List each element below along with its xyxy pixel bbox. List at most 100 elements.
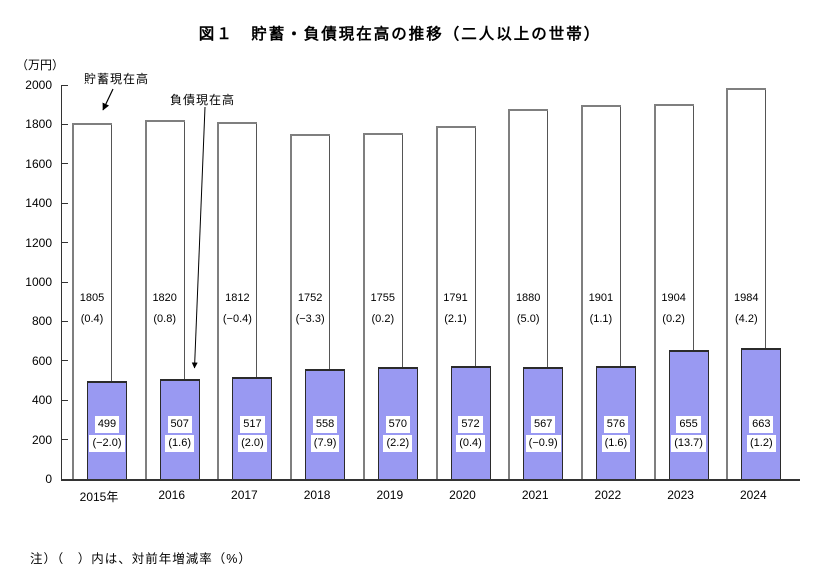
y-tick-mark	[62, 281, 68, 283]
savings-value-label: 1752 (−3.3)	[290, 288, 330, 330]
liabilities-value: 576	[603, 416, 629, 433]
y-tick-label: 1600	[25, 156, 52, 171]
liabilities-value-label: 499 (−2.0)	[82, 416, 132, 452]
savings-value-label: 1812 (−0.4)	[217, 288, 257, 330]
y-axis-unit-label: （万円）	[16, 58, 65, 72]
y-tick-mark	[62, 360, 68, 362]
liabilities-value-label: 570 (2.2)	[373, 416, 423, 452]
savings-value-label: 1820 (0.8)	[145, 288, 185, 330]
chart-title: 図１ 貯蓄・負債現在高の推移（二人以上の世帯）	[198, 26, 602, 43]
y-tick-label: 800	[31, 314, 52, 329]
liabilities-value: 572	[458, 416, 483, 433]
savings-change-rate: (0.8)	[153, 313, 176, 325]
liabilities-change-rate: (−2.0)	[89, 435, 125, 452]
y-tick-mark	[62, 242, 68, 244]
savings-value-label: 1904 (0.2)	[654, 288, 694, 330]
savings-value: 1812	[225, 292, 250, 304]
x-axis-label: 2019	[376, 488, 404, 502]
savings-value-label: 1805 (0.4)	[72, 288, 112, 330]
y-tick-mark	[62, 84, 68, 86]
liabilities-change-rate: (1.6)	[165, 435, 194, 452]
savings-value: 1820	[152, 292, 177, 304]
liabilities-change-rate: (1.2)	[746, 435, 776, 452]
liabilities-value-label: 572 (0.4)	[446, 416, 496, 452]
savings-value: 1791	[443, 292, 468, 304]
savings-change-rate: (4.2)	[734, 313, 758, 325]
liabilities-value-label: 567 (−0.9)	[518, 416, 568, 452]
savings-value: 1904	[661, 292, 686, 304]
liabilities-bar	[668, 349, 709, 479]
savings-value-label: 1791 (2.1)	[436, 288, 476, 330]
liabilities-value-label: 655 (13.7)	[664, 416, 714, 452]
liabilities-change-rate: (13.7)	[671, 435, 706, 452]
savings-change-rate: (0.4)	[80, 313, 104, 325]
y-tick-label: 1000	[25, 275, 52, 289]
savings-value: 1984	[734, 292, 759, 304]
savings-annotation-label: 貯蓄現在高	[84, 72, 150, 86]
liabilities-change-rate: (0.4)	[456, 435, 485, 452]
y-tick-label: 200	[31, 432, 52, 447]
y-tick-label: 600	[31, 353, 52, 368]
savings-value-label: 1755 (0.2)	[363, 288, 403, 330]
savings-change-rate: (0.2)	[371, 313, 395, 325]
liabilities-change-rate: (7.9)	[310, 435, 340, 452]
y-tick-mark	[62, 202, 68, 204]
liabilities-bar	[741, 348, 782, 479]
liabilities-change-rate: (2.2)	[383, 435, 413, 452]
x-axis-label: 2017	[231, 488, 258, 502]
savings-value-label: 1901 (1.1)	[581, 288, 621, 330]
savings-value-label: 1984 (4.2)	[726, 288, 766, 330]
x-axis-label: 2018	[303, 488, 331, 502]
savings-change-rate: (−3.3)	[295, 313, 325, 325]
savings-value: 1752	[297, 292, 323, 304]
x-axis-line	[60, 479, 800, 481]
y-tick-mark	[62, 439, 68, 441]
liabilities-value: 663	[749, 416, 774, 433]
liabilities-value-label: 663 (1.2)	[736, 416, 786, 452]
y-tick-label: 400	[31, 393, 52, 408]
y-tick-mark	[62, 399, 68, 401]
y-tick-label: 1200	[25, 235, 52, 250]
liabilities-value: 507	[167, 416, 192, 433]
y-tick-label: 0	[45, 472, 52, 486]
liabilities-value-label: 517 (2.0)	[227, 416, 277, 452]
y-tick-label: 2000	[25, 78, 52, 92]
y-axis-line	[60, 85, 62, 479]
liabilities-value: 499	[94, 416, 120, 433]
liabilities-value-label: 558 (7.9)	[300, 416, 350, 452]
x-axis-label: 2023	[667, 488, 694, 502]
liabilities-value: 570	[385, 416, 410, 433]
savings-change-rate: (2.1)	[444, 313, 467, 325]
x-axis-label: 2016	[158, 488, 186, 502]
x-axis-label: 2020	[449, 488, 476, 502]
liabilities-value: 655	[676, 416, 701, 433]
x-axis-label: 2024	[739, 488, 767, 502]
y-tick-mark	[62, 123, 68, 125]
savings-value: 1880	[515, 292, 541, 304]
liabilities-change-rate: (−0.9)	[525, 435, 561, 452]
liabilities-change-rate: (1.6)	[601, 435, 631, 452]
liabilities-value: 567	[531, 416, 556, 433]
savings-change-rate: (1.1)	[589, 313, 613, 325]
y-tick-mark	[62, 320, 68, 322]
savings-value: 1805	[79, 292, 105, 304]
savings-value: 1755	[370, 292, 396, 304]
x-axis-label: 2015年	[79, 490, 119, 504]
savings-change-rate: (−0.4)	[222, 313, 252, 325]
liabilities-value-label: 507 (1.6)	[155, 416, 205, 452]
liabilities-value-label: 576 (1.6)	[591, 416, 641, 452]
x-axis-label: 2022	[594, 488, 622, 502]
y-tick-label: 1800	[25, 117, 52, 132]
savings-change-rate: (0.2)	[662, 313, 685, 325]
liabilities-value: 517	[240, 416, 265, 433]
y-tick-mark	[62, 163, 68, 165]
liabilities-annotation-label: 負債現在高	[170, 93, 236, 107]
savings-change-rate: (5.0)	[516, 313, 540, 325]
liabilities-change-rate: (2.0)	[238, 435, 267, 452]
savings-value: 1901	[588, 292, 614, 304]
savings-value-label: 1880 (5.0)	[508, 288, 548, 330]
y-tick-label: 1400	[25, 196, 52, 211]
footnote: 注）（ ）内は、対前年増減率（%）	[30, 552, 252, 566]
